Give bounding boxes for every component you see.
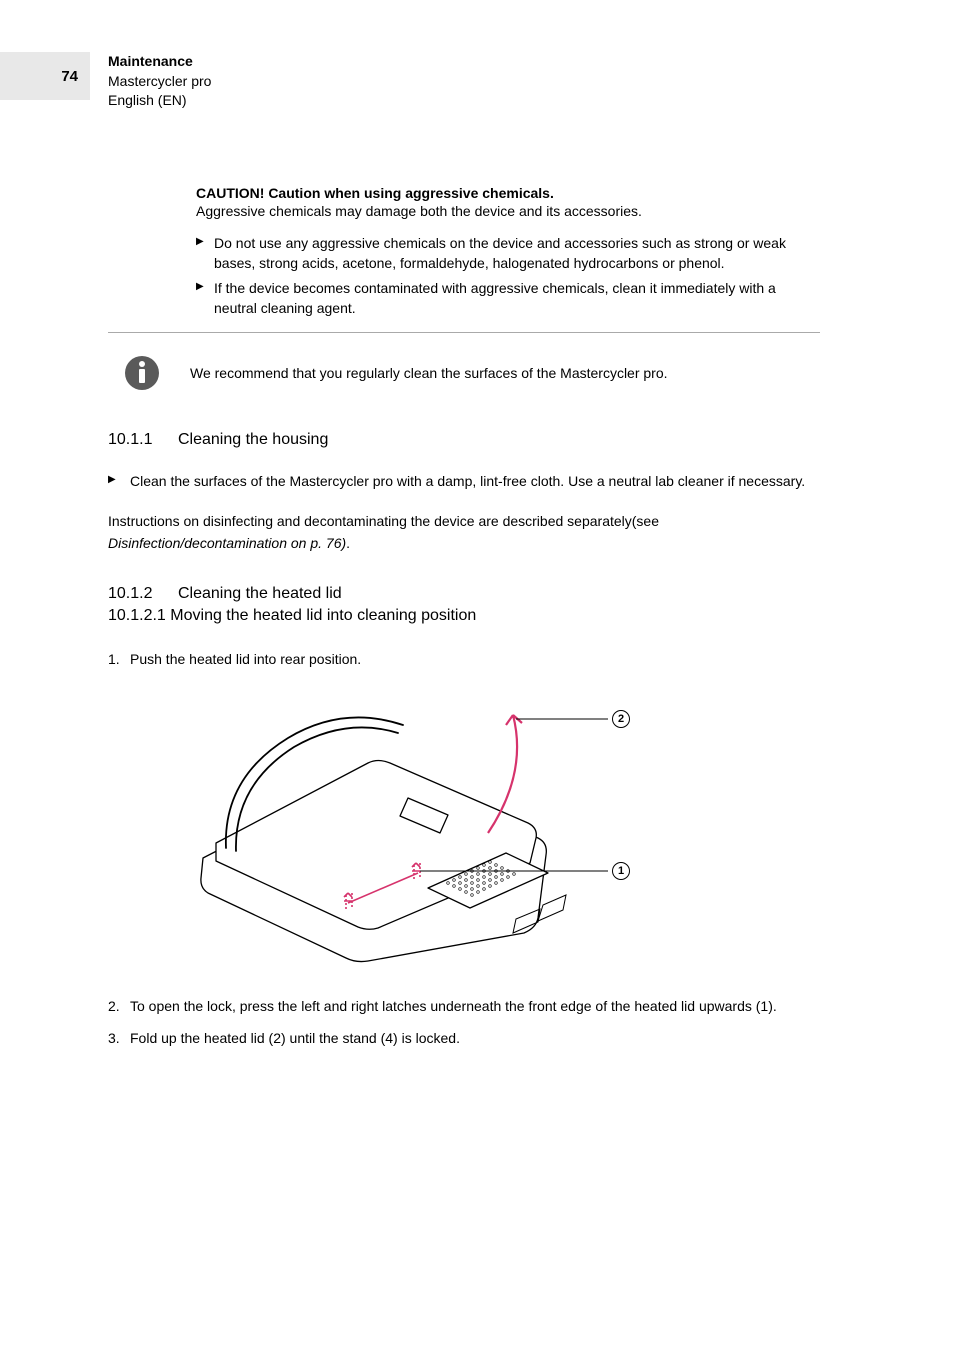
step-number: 2.: [108, 996, 120, 1016]
caution-item: If the device becomes contaminated with …: [196, 278, 820, 319]
section-number: 10.1.2: [108, 585, 162, 603]
section-number: 10.1.1: [108, 431, 162, 449]
step-number: 3.: [108, 1028, 120, 1048]
section-title: Cleaning the heated lid: [178, 585, 342, 603]
section-heading: 10.1.1 Cleaning the housing: [108, 431, 820, 449]
page-content: CAUTION! Caution when using aggressive c…: [108, 185, 820, 1061]
header-section: Maintenance: [108, 52, 211, 72]
step-item: 3. Fold up the heated lid (2) until the …: [108, 1028, 820, 1048]
step-text: Fold up the heated lid (2) until the sta…: [130, 1030, 460, 1046]
subsection-number: 10.1.2.1: [108, 607, 166, 624]
paragraph: Instructions on disinfecting and deconta…: [108, 511, 820, 554]
page-number-tab: 74: [0, 52, 90, 100]
caution-list: Do not use any aggressive chemicals on t…: [196, 233, 820, 318]
subsection-title: Moving the heated lid into cleaning posi…: [170, 607, 476, 624]
step-item: 2. To open the lock, press the left and …: [108, 996, 820, 1016]
para-text: .: [346, 535, 350, 551]
subsection-heading: 10.1.2.1 Moving the heated lid into clea…: [108, 607, 820, 625]
caution-title: CAUTION! Caution when using aggressive c…: [196, 185, 820, 201]
header-product: Mastercycler pro: [108, 72, 211, 92]
device-figure: 2 1: [108, 683, 668, 968]
step-item: 1. Push the heated lid into rear positio…: [108, 649, 820, 669]
info-icon: [124, 355, 160, 391]
header-language: English (EN): [108, 91, 211, 111]
caution-text: Aggressive chemicals may damage both the…: [196, 203, 820, 219]
info-text: We recommend that you regularly clean th…: [190, 365, 668, 381]
caution-block: CAUTION! Caution when using aggressive c…: [196, 185, 820, 318]
para-link-italic: Disinfection/decontamination on p. 76): [108, 535, 346, 551]
device-illustration: [108, 683, 668, 968]
para-text: Instructions on disinfecting and deconta…: [108, 513, 659, 529]
section-title: Cleaning the housing: [178, 431, 328, 449]
step-number: 1.: [108, 649, 120, 669]
page-number: 74: [61, 68, 78, 85]
section-heading: 10.1.2 Cleaning the heated lid: [108, 585, 820, 603]
info-row: We recommend that you regularly clean th…: [108, 355, 820, 391]
bullet-paragraph: Clean the surfaces of the Mastercycler p…: [108, 471, 820, 491]
step-text: To open the lock, press the left and rig…: [130, 998, 777, 1014]
divider: [108, 332, 820, 333]
caution-item: Do not use any aggressive chemicals on t…: [196, 233, 820, 274]
step-text: Push the heated lid into rear position.: [130, 651, 361, 667]
page-header: Maintenance Mastercycler pro English (EN…: [108, 52, 211, 111]
